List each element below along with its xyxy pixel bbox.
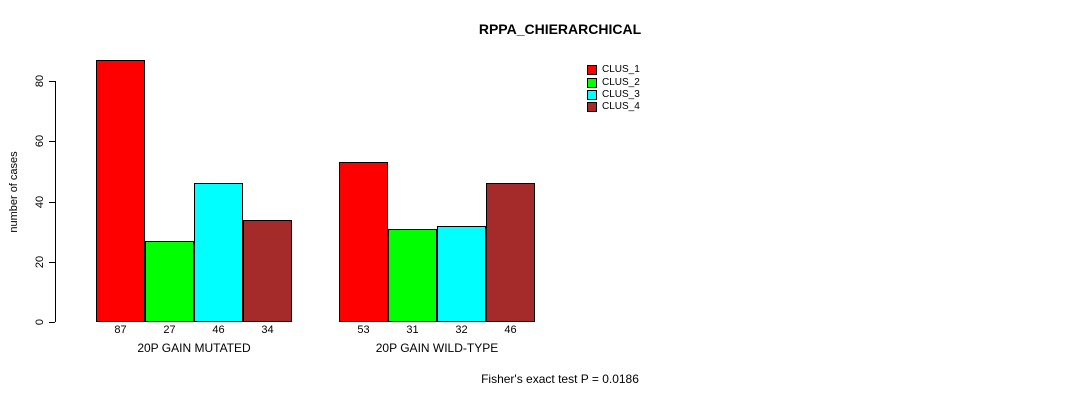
chart-title: RPPA_CHIERARCHICAL	[478, 21, 642, 37]
legend-item: CLUS_3	[587, 89, 640, 101]
legend-label: CLUS_4	[602, 101, 640, 113]
bar-value-label: 87	[114, 324, 127, 336]
y-axis-tick	[49, 201, 55, 203]
y-axis-tick	[49, 322, 55, 323]
bar-clus_4-group1	[243, 220, 292, 322]
legend-label: CLUS_1	[602, 64, 640, 76]
y-axis-tick-label: 0	[34, 318, 46, 326]
bar-clus_2-group1	[145, 241, 194, 322]
bar-value-label: 46	[212, 324, 225, 336]
bar-value-label: 34	[261, 324, 274, 336]
bar-clus_3-group1	[194, 183, 243, 322]
bar-clus_1-group1	[96, 60, 145, 322]
y-axis-tick	[49, 81, 55, 82]
y-axis-line	[55, 81, 56, 322]
y-axis-tick	[49, 261, 55, 263]
legend-label: CLUS_3	[602, 88, 640, 100]
legend: CLUS_1 CLUS_2 CLUS_3 CLUS_4	[587, 64, 640, 114]
legend-swatch-icon	[587, 89, 597, 100]
x-axis-group-label: 20P GAIN MUTATED	[137, 341, 251, 355]
bar-clus_4-group2	[486, 183, 535, 322]
bar-clus_1-group2	[339, 162, 388, 322]
legend-swatch-icon	[587, 102, 597, 113]
legend-item: CLUS_1	[587, 64, 640, 76]
bar-value-label: 32	[455, 324, 468, 336]
bar-value-label: 27	[163, 324, 176, 336]
bar-clus_3-group2	[437, 226, 486, 322]
bar-value-label: 53	[357, 324, 370, 336]
y-axis-tick-label: 80	[34, 74, 46, 88]
y-axis-tick-label: 60	[34, 135, 46, 148]
legend-swatch-icon	[587, 65, 597, 76]
bar-value-label: 31	[406, 324, 419, 336]
y-axis-tick-label: 20	[34, 255, 46, 268]
legend-swatch-icon	[587, 77, 597, 88]
y-axis-tick	[49, 141, 55, 143]
bar-clus_2-group2	[388, 229, 437, 322]
x-axis-group-label: 20P GAIN WILD-TYPE	[375, 341, 499, 355]
y-axis-tick-label: 40	[34, 195, 46, 208]
bar-value-label: 46	[504, 324, 517, 336]
legend-item: CLUS_4	[587, 101, 640, 113]
footnote-text: Fisher's exact test P = 0.0186	[481, 372, 639, 386]
legend-label: CLUS_2	[602, 76, 640, 88]
legend-item: CLUS_2	[587, 76, 640, 88]
